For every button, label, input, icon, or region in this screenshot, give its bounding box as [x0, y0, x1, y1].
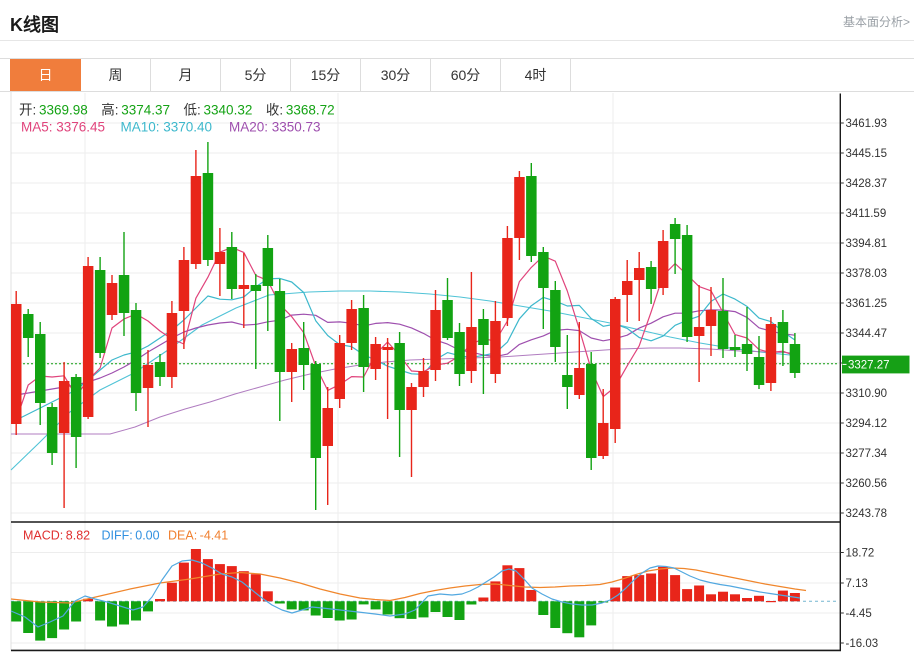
- svg-text:3344.47: 3344.47: [846, 328, 888, 340]
- svg-text:开: 3369.98 高: 3374.37 低: 3340.: 开: 3369.98 高: 3374.37 低: 3340.32 收: 3368…: [19, 102, 335, 118]
- svg-text:3445.15: 3445.15: [846, 148, 888, 160]
- svg-text:3243.78: 3243.78: [846, 508, 888, 520]
- svg-text:DEA: -4.41: DEA: -4.41: [168, 529, 228, 543]
- svg-text:-16.03: -16.03: [846, 638, 879, 650]
- svg-text:3394.81: 3394.81: [846, 238, 888, 250]
- svg-text:3428.37: 3428.37: [846, 178, 888, 190]
- svg-text:18.72: 18.72: [846, 548, 875, 560]
- svg-text:MA20: 3350.73: MA20: 3350.73: [229, 120, 321, 135]
- svg-text:3260.56: 3260.56: [846, 478, 888, 490]
- svg-text:MACD: 8.82: MACD: 8.82: [23, 529, 90, 543]
- svg-text:3310.90: 3310.90: [846, 388, 888, 400]
- svg-text:MA10: 3370.40: MA10: 3370.40: [121, 120, 213, 135]
- svg-text:3378.03: 3378.03: [846, 268, 888, 280]
- svg-text:MA5: 3376.45: MA5: 3376.45: [21, 120, 105, 135]
- svg-text:DIFF: 0.00: DIFF: 0.00: [102, 529, 160, 543]
- svg-text:-4.45: -4.45: [846, 608, 872, 620]
- svg-text:3361.25: 3361.25: [846, 298, 888, 310]
- svg-text:3277.34: 3277.34: [846, 448, 888, 460]
- svg-text:3461.93: 3461.93: [846, 118, 888, 130]
- svg-text:3327.27: 3327.27: [848, 360, 890, 372]
- svg-text:3294.12: 3294.12: [846, 418, 888, 430]
- svg-text:7.13: 7.13: [846, 578, 868, 590]
- svg-text:3411.59: 3411.59: [846, 208, 887, 220]
